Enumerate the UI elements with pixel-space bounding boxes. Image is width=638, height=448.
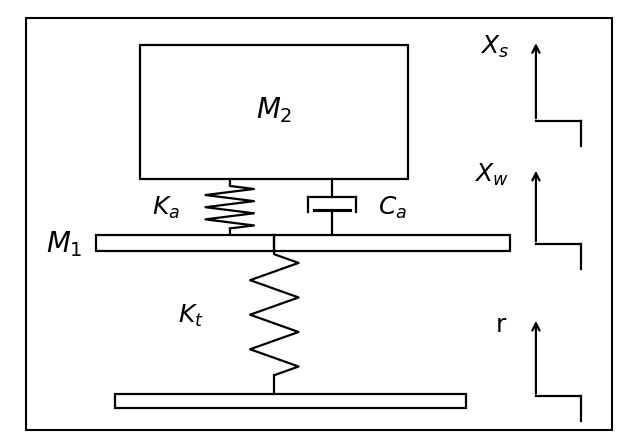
Text: $C_a$: $C_a$ — [378, 195, 407, 221]
Bar — [140, 45, 408, 179]
Bar — [115, 394, 466, 408]
Text: $K_a$: $K_a$ — [152, 195, 180, 221]
Text: $X_s$: $X_s$ — [480, 34, 509, 60]
Bar — [96, 235, 510, 251]
Text: $K_t$: $K_t$ — [179, 303, 204, 329]
Text: r: r — [496, 313, 506, 337]
Text: $X_w$: $X_w$ — [474, 162, 508, 188]
Text: $M_1$: $M_1$ — [45, 229, 82, 259]
Text: $M_2$: $M_2$ — [256, 95, 292, 125]
